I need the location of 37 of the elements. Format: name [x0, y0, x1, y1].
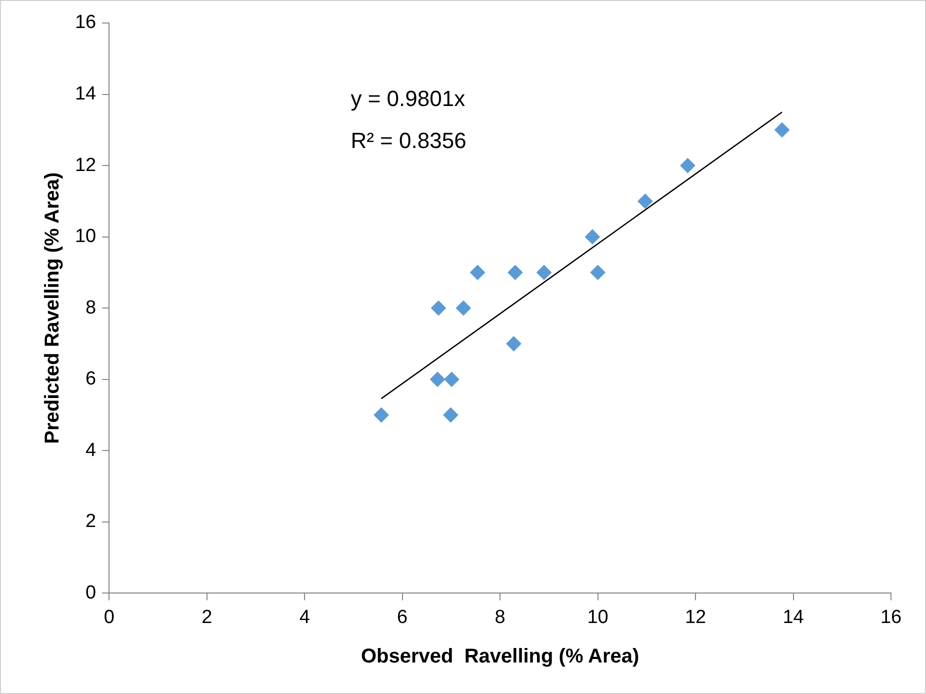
- point: [506, 336, 522, 352]
- point: [584, 229, 600, 244]
- point: [374, 408, 389, 423]
- point: [456, 300, 471, 316]
- x-tick-label: 8: [494, 606, 506, 628]
- point: [470, 264, 486, 280]
- point: [430, 372, 446, 387]
- y-tick-label: 6: [86, 368, 96, 390]
- x-tick-label: 10: [587, 606, 608, 628]
- y-tick-label: 16: [74, 12, 96, 34]
- x-tick-label: 14: [782, 606, 804, 628]
- y-tick-label: 10: [74, 226, 96, 248]
- x-tick-label: 2: [202, 606, 212, 628]
- y-tick-label: 4: [86, 440, 97, 461]
- point: [680, 158, 696, 174]
- point: [508, 264, 523, 280]
- point: [774, 122, 790, 138]
- x-tick-label: 0: [104, 606, 114, 628]
- annotation: y = 0.9801x: [350, 86, 466, 111]
- point: [430, 300, 446, 316]
- point: [443, 408, 458, 423]
- x-tick-label: 12: [684, 606, 706, 628]
- x-tick-label: 4: [299, 606, 310, 628]
- y-tick-label: 2: [86, 511, 96, 532]
- annotation: R² = 0.8356: [350, 128, 466, 153]
- x-axis-title: Observed Ravelling (% Area): [360, 646, 640, 668]
- y-axis-title: Predicted Ravelling (% Area): [42, 172, 64, 444]
- x-tick-label: 16: [880, 606, 902, 628]
- point: [638, 194, 653, 209]
- x-tick-label: 6: [397, 606, 408, 628]
- y-tick-label: 14: [74, 84, 97, 105]
- y-tick-label: 12: [74, 154, 96, 176]
- y-tick-label: 0: [86, 582, 96, 604]
- point: [536, 264, 552, 280]
- point: [444, 372, 460, 387]
- point: [590, 264, 606, 280]
- y-tick-label: 8: [86, 297, 96, 318]
